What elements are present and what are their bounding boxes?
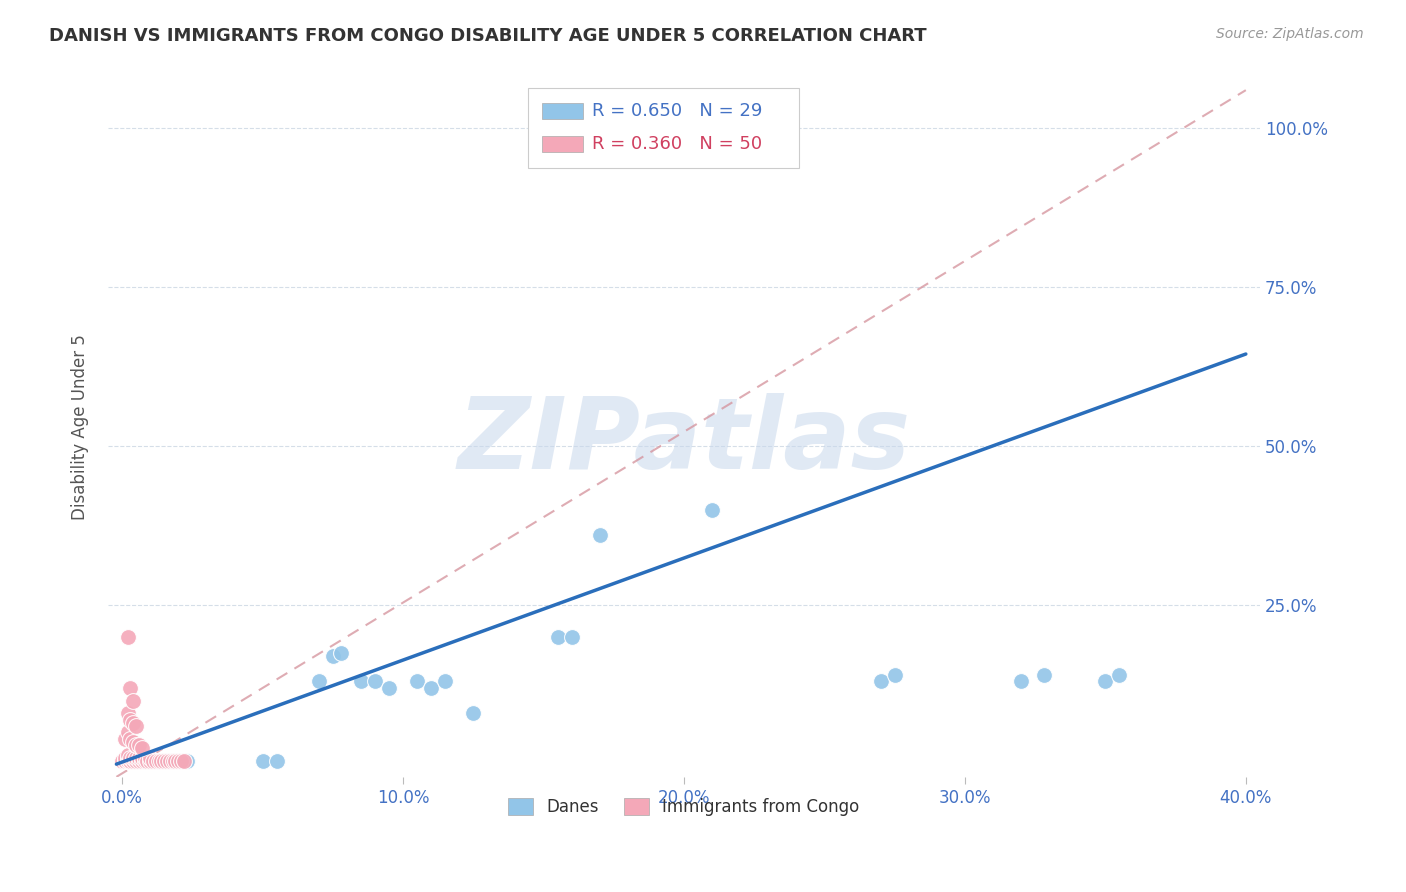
Point xyxy=(1108,668,1130,682)
Point xyxy=(125,754,148,768)
Point xyxy=(1094,674,1116,689)
Point xyxy=(378,681,401,695)
Point xyxy=(131,741,153,756)
Point xyxy=(308,674,330,689)
Text: ZIPatlas: ZIPatlas xyxy=(457,392,911,490)
Point xyxy=(117,754,139,768)
Point xyxy=(350,674,373,689)
Point xyxy=(125,719,148,733)
Point xyxy=(153,754,176,768)
Point xyxy=(125,738,148,752)
Point xyxy=(131,754,153,768)
Point xyxy=(139,754,162,768)
Point xyxy=(114,751,136,765)
Point xyxy=(406,674,429,689)
Point xyxy=(167,754,190,768)
Point xyxy=(364,674,387,689)
Point xyxy=(159,754,181,768)
Point xyxy=(883,668,905,682)
Y-axis label: Disability Age Under 5: Disability Age Under 5 xyxy=(72,334,89,520)
Point xyxy=(153,754,176,768)
Point xyxy=(1032,668,1054,682)
Point xyxy=(117,630,139,644)
Point xyxy=(156,754,179,768)
Point xyxy=(128,754,150,768)
Point xyxy=(117,706,139,721)
Point xyxy=(122,751,145,765)
Point xyxy=(134,754,156,768)
Point xyxy=(120,731,142,746)
Point xyxy=(128,738,150,752)
Point xyxy=(120,713,142,727)
Point xyxy=(420,681,443,695)
Text: Source: ZipAtlas.com: Source: ZipAtlas.com xyxy=(1216,27,1364,41)
Point xyxy=(136,754,159,768)
Point xyxy=(122,693,145,707)
Point xyxy=(114,731,136,746)
Point xyxy=(700,503,723,517)
Point xyxy=(114,754,136,768)
Point xyxy=(434,674,457,689)
Point xyxy=(173,754,195,768)
Legend: Danes, Immigrants from Congo: Danes, Immigrants from Congo xyxy=(501,789,868,824)
Point xyxy=(125,751,148,765)
Point xyxy=(120,751,142,765)
Point xyxy=(148,754,170,768)
Point xyxy=(134,751,156,765)
Point xyxy=(122,754,145,768)
FancyBboxPatch shape xyxy=(543,103,583,119)
Point xyxy=(1010,674,1032,689)
Point xyxy=(131,751,153,765)
Text: R = 0.360   N = 50: R = 0.360 N = 50 xyxy=(592,135,762,153)
Point xyxy=(125,754,148,768)
Point xyxy=(252,754,274,768)
Point xyxy=(117,725,139,739)
Point xyxy=(322,648,344,663)
Point xyxy=(167,754,190,768)
Point xyxy=(170,754,193,768)
Point xyxy=(136,754,159,768)
Point xyxy=(122,754,145,768)
Point xyxy=(120,754,142,768)
Point xyxy=(139,754,162,768)
Point xyxy=(463,706,485,721)
Point xyxy=(134,754,156,768)
Point xyxy=(266,754,288,768)
Point xyxy=(159,754,181,768)
Point xyxy=(117,754,139,768)
Point xyxy=(869,674,891,689)
Point xyxy=(145,754,167,768)
Point xyxy=(145,754,167,768)
Point xyxy=(117,747,139,762)
FancyBboxPatch shape xyxy=(543,136,583,152)
Point xyxy=(120,754,142,768)
Point xyxy=(117,754,139,768)
Point xyxy=(111,754,134,768)
Text: R = 0.650   N = 29: R = 0.650 N = 29 xyxy=(592,102,762,120)
Point xyxy=(117,751,139,765)
Point xyxy=(176,754,198,768)
Text: DANISH VS IMMIGRANTS FROM CONGO DISABILITY AGE UNDER 5 CORRELATION CHART: DANISH VS IMMIGRANTS FROM CONGO DISABILI… xyxy=(49,27,927,45)
Point xyxy=(120,754,142,768)
Point xyxy=(120,681,142,695)
Point xyxy=(128,754,150,768)
Point xyxy=(122,715,145,730)
Point xyxy=(139,751,162,765)
Point xyxy=(150,754,173,768)
Point xyxy=(131,754,153,768)
Point xyxy=(162,754,184,768)
Point xyxy=(547,630,569,644)
Point xyxy=(165,754,187,768)
Point xyxy=(114,754,136,768)
Point xyxy=(330,646,353,660)
Point xyxy=(128,751,150,765)
Point xyxy=(142,754,165,768)
Point xyxy=(122,735,145,749)
Point xyxy=(588,528,610,542)
Point xyxy=(561,630,583,644)
Point xyxy=(114,754,136,768)
FancyBboxPatch shape xyxy=(529,88,799,169)
